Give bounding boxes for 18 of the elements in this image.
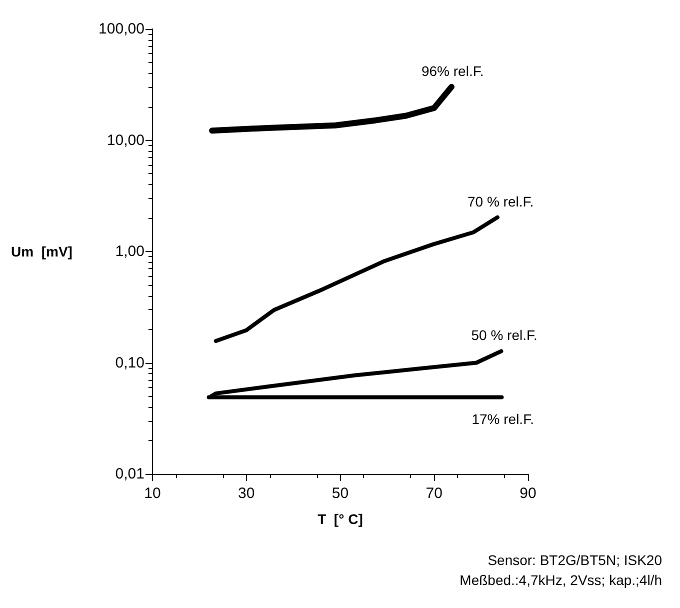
y-axis-title: Um [mV] [10,244,72,260]
text: Sensor: BT2G/BT5N; ISK20 [488,552,662,568]
series-label: 96% rel.F. [421,62,484,79]
text: Meßbed.:4,7kHz, 2Vss; kap.;4l/h [460,572,662,588]
x-tick-label: 30 [238,485,255,502]
x-tick-label: 90 [520,485,536,502]
y-tick-label: 0,10 [115,354,144,372]
y-tick-label: 10,00 [106,132,144,149]
x-tick-label: 10 [144,485,161,502]
y-tick-label: 0,01 [115,466,144,482]
y-tick-label: 100,00 [98,20,144,38]
x-axis-title: T [° C] [318,511,363,527]
x-tick-label: 70 [426,485,442,502]
series-label: 17% rel.F. [472,411,534,428]
series-label: 50 % rel.F. [471,327,538,344]
series-label: 70 % rel.F. [467,193,534,210]
y-tick-label: 1,00 [115,243,144,260]
x-tick-label: 50 [332,485,349,502]
